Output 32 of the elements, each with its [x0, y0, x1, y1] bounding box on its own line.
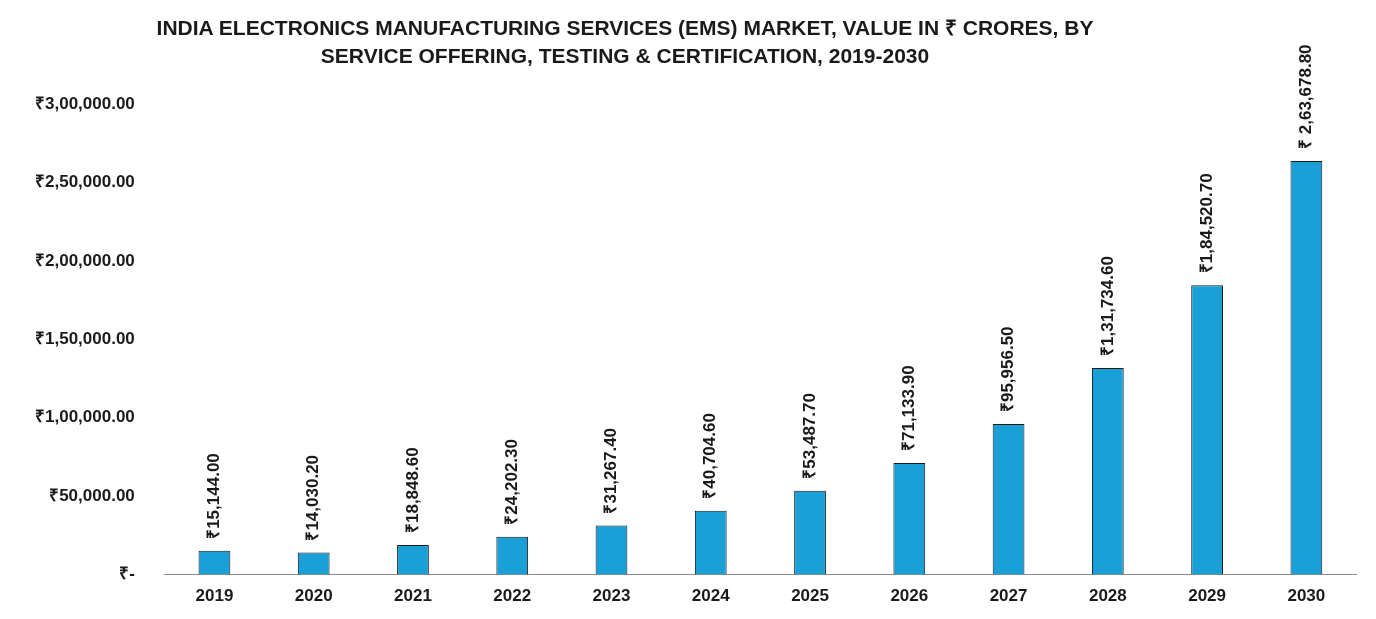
x-tick-label: 2028 — [1088, 586, 1127, 606]
data-label: ₹18,848.60 — [402, 447, 422, 534]
data-label: ₹31,267.40 — [601, 427, 621, 514]
chart-title: INDIA ELECTRONICS MANUFACTURING SERVICES (EMS) MARKET, VALUE IN ₹ CRORES, BY SERVICE OFFERING, TESTING & CERTIFICATION, 2019-2030 — [155, 15, 1095, 69]
x-tick-label: 2023 — [592, 586, 631, 606]
x-tick-label: 2024 — [691, 586, 731, 606]
data-label: ₹71,133.90 — [898, 365, 918, 452]
data-label: ₹40,704.60 — [700, 413, 720, 499]
x-tick-label: 2025 — [791, 586, 829, 606]
data-label: ₹24,202.30 — [501, 438, 521, 525]
data-label: ₹1,84,520.70 — [1196, 173, 1216, 274]
y-tick-label: ₹3,00,000.00 — [34, 93, 135, 113]
x-tick-label: 2029 — [1188, 586, 1227, 606]
x-tick-label: 2021 — [394, 586, 432, 606]
data-label: ₹53,487.70 — [799, 393, 819, 479]
data-label: ₹95,956.50 — [998, 326, 1018, 413]
data-label: ₹1,31,734.60 — [1097, 256, 1117, 356]
data-label: ₹15,144.00 — [204, 453, 224, 539]
y-tick-label: ₹1,00,000.00 — [34, 407, 135, 427]
x-tick-label: 2027 — [989, 586, 1028, 606]
y-tick-label: ₹- — [119, 564, 135, 584]
x-tick-label: 2030 — [1287, 586, 1326, 606]
data-label: ₹ 2,63,678.80 — [1296, 44, 1316, 149]
x-tick-label: 2019 — [195, 586, 234, 606]
x-tick-label: 2026 — [890, 586, 929, 606]
y-tick-label: ₹1,50,000.00 — [34, 328, 135, 348]
x-tick-label: 2022 — [493, 586, 532, 606]
y-tick-label: ₹50,000.00 — [49, 485, 135, 505]
data-label: ₹14,030.20 — [303, 454, 323, 541]
y-tick-label: ₹2,00,000.00 — [34, 250, 135, 270]
y-tick-label: ₹2,50,000.00 — [34, 172, 135, 192]
x-tick-label: 2020 — [294, 586, 333, 606]
